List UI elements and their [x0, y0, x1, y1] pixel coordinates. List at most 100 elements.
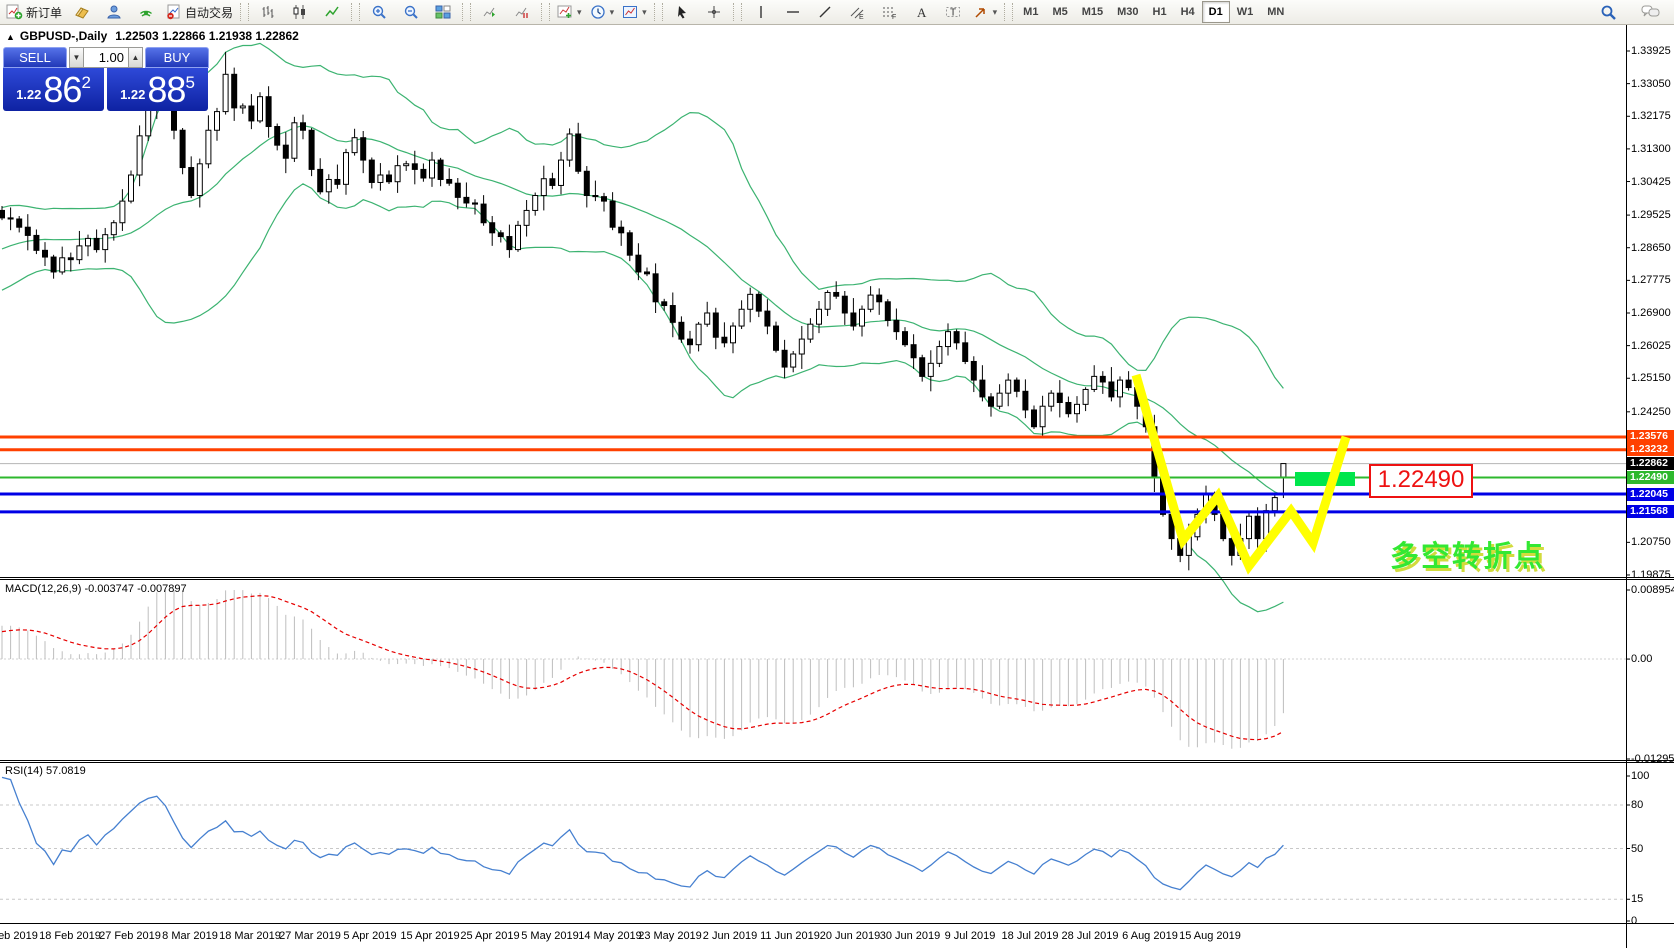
date-axis-label: 18 Jul 2019	[1001, 930, 1059, 942]
line-chart-button[interactable]	[316, 0, 348, 24]
text-label-icon: T	[945, 4, 961, 20]
buy-price-button[interactable]: 1.22 88 5	[107, 68, 208, 111]
rsi-axis-tick: 15	[1631, 893, 1644, 906]
zoom-out-button[interactable]	[395, 0, 427, 24]
equidistant-channel-button[interactable]: E	[841, 0, 873, 24]
toolbar-separator	[541, 3, 551, 21]
timeframe-H4-button[interactable]: H4	[1174, 1, 1202, 23]
buy-button[interactable]: BUY	[145, 47, 209, 68]
rsi-line	[1, 776, 1284, 891]
fibonacci-button[interactable]: F	[873, 0, 905, 24]
price-axis-tick: 1.19875	[1631, 568, 1671, 581]
chevron-down-icon[interactable]: ▾	[577, 6, 582, 17]
date-axis-label: 8 Mar 2019	[162, 930, 218, 942]
date-axis-label: 20 Jun 2019	[819, 930, 881, 942]
date-axis-label: 18 Feb 2019	[39, 930, 101, 942]
autotrading-icon	[166, 4, 182, 20]
channel-icon: E	[849, 4, 865, 20]
chart-autoscroll-button[interactable]	[506, 0, 538, 24]
price-axis-tick: 1.26900	[1631, 306, 1671, 319]
sell-button[interactable]: SELL	[3, 47, 67, 68]
templates-icon	[622, 4, 638, 20]
crosshair-button[interactable]	[698, 0, 730, 24]
pane-borders	[0, 25, 1674, 948]
price-tag-1.22490: 1.22490	[1627, 470, 1674, 484]
timeframe-D1-button[interactable]: D1	[1201, 1, 1230, 23]
timeframe-W1-button[interactable]: W1	[1230, 1, 1261, 23]
volume-increase-button[interactable]: ▲	[128, 47, 143, 68]
price-tag-1.21568: 1.21568	[1627, 505, 1674, 519]
zoom-in-button[interactable]	[363, 0, 395, 24]
svg-text:F: F	[892, 14, 896, 20]
vertical-line-button[interactable]	[745, 0, 777, 24]
button-label: 自动交易	[185, 5, 234, 20]
fibonacci-icon: F	[881, 4, 897, 20]
search-button[interactable]	[1592, 0, 1624, 24]
timeframe-M15-button[interactable]: M15	[1075, 1, 1110, 23]
date-axis-label: 28 Jul 2019	[1061, 930, 1119, 942]
sell-price-button[interactable]: 1.22 86 2	[3, 68, 104, 111]
zoom-in-icon	[371, 4, 387, 20]
symbol-label: GBPUSD-,Daily	[19, 29, 108, 43]
chart-shift-button[interactable]	[474, 0, 506, 24]
date-axis-label: 8 Feb 2019	[0, 930, 38, 942]
zoom-out-icon	[403, 4, 419, 20]
sell-price-big: 86	[43, 68, 82, 110]
trendline-button[interactable]	[809, 0, 841, 24]
text-label-button[interactable]: T	[937, 0, 969, 24]
profiles-button[interactable]	[98, 0, 130, 24]
volume-decrease-button[interactable]: ▼	[69, 47, 84, 68]
price-callout-label[interactable]: 1.22490	[1369, 464, 1473, 498]
timeframe-M5-button[interactable]: M5	[1045, 1, 1074, 23]
volume-input[interactable]	[84, 47, 128, 68]
templates-button[interactable]: ▾	[618, 0, 651, 24]
chevron-down-icon[interactable]: ▾	[609, 6, 615, 17]
date-axis-label: 27 Feb 2019	[99, 930, 161, 942]
collapse-arrow-icon[interactable]: ▲	[6, 32, 15, 42]
signals-button[interactable]	[130, 0, 162, 24]
chevron-down-icon[interactable]: ▾	[642, 6, 647, 17]
price-axis-tick: 1.31300	[1631, 142, 1671, 155]
toolbar-separator	[1004, 3, 1014, 21]
timeframe-H1-button[interactable]: H1	[1146, 1, 1174, 23]
cursor-button[interactable]	[666, 0, 698, 24]
arrows-button[interactable]: ▾	[969, 0, 1002, 24]
bar-chart-button[interactable]	[252, 0, 284, 24]
autotrading-button[interactable]: 自动交易	[162, 0, 237, 24]
highlight-rect[interactable]	[1295, 472, 1355, 486]
new-order-button[interactable]: 新订单	[2, 0, 66, 24]
text-button[interactable]: A	[905, 0, 937, 24]
trend-drawing[interactable]	[1131, 373, 1351, 575]
buy-price-prefix: 1.22	[120, 87, 146, 102]
price-tag-1.23576: 1.23576	[1627, 430, 1674, 444]
chat-button[interactable]	[1634, 0, 1666, 24]
macd-axis-tick: -0.012957	[1631, 753, 1674, 765]
toolbar: 新订单 自动交易 ▾ ▾ ▾ E F A T ▾ M1 M5 M15 M30 H1 H4 D1 W1 MN	[0, 0, 1674, 25]
trendline-icon	[817, 4, 833, 20]
toolbar-separator	[240, 3, 250, 21]
toolbar-separator	[732, 3, 742, 21]
candle-chart-button[interactable]	[284, 0, 316, 24]
price-axis-tick: 1.25150	[1631, 372, 1671, 385]
rsi-label: RSI(14) 57.0819	[5, 765, 86, 777]
date-axis-label: 30 Jun 2019	[879, 930, 941, 942]
rsi-axis-tick: 80	[1631, 799, 1644, 811]
annotation-text[interactable]: 多空转折点	[1390, 541, 1546, 573]
tile-windows-button[interactable]	[427, 0, 459, 24]
price-tag-1.23232: 1.23232	[1627, 443, 1674, 457]
rsi-levels	[0, 804, 1626, 900]
chevron-down-icon[interactable]: ▾	[992, 6, 998, 17]
date-axis-label: 11 Jun 2019	[760, 930, 820, 942]
horizontal-line-button[interactable]	[777, 0, 809, 24]
bar-chart-icon	[260, 4, 276, 20]
timeframe-M30-button[interactable]: M30	[1110, 1, 1145, 23]
timeframe-M1-button[interactable]: M1	[1016, 1, 1045, 23]
date-axis-label: 25 Apr 2019	[460, 930, 520, 942]
periods-button[interactable]: ▾	[586, 0, 619, 24]
chat-icon	[1641, 4, 1660, 20]
indicators-button[interactable]: ▾	[553, 0, 586, 24]
timeframe-MN-button[interactable]: MN	[1260, 1, 1291, 23]
periods-icon	[590, 4, 606, 20]
metaeditor-button[interactable]	[66, 0, 98, 24]
signals-icon	[138, 4, 154, 20]
